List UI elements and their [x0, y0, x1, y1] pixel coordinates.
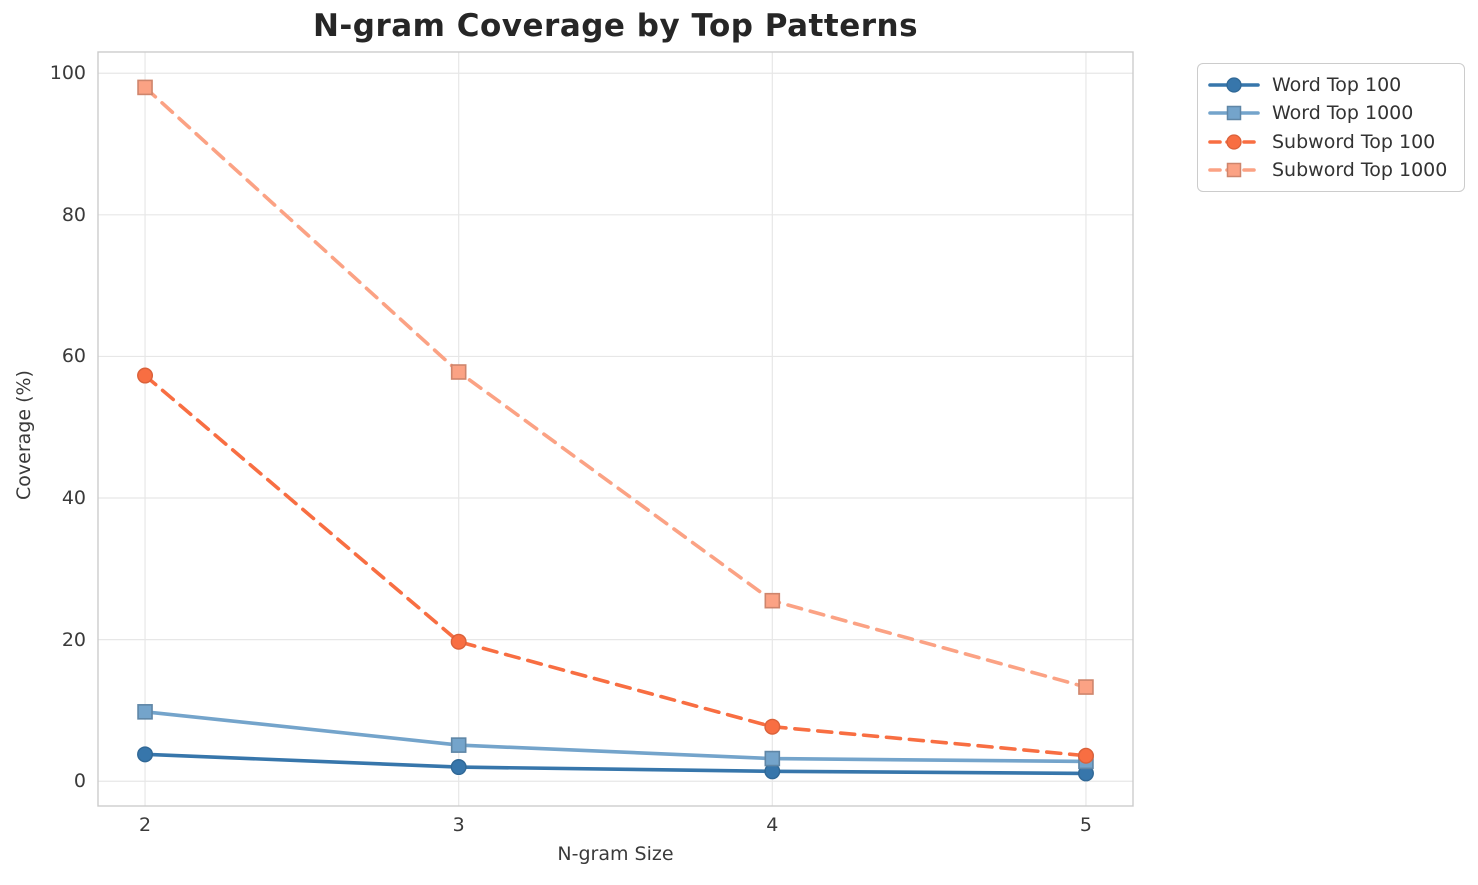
y-tick-label: 40 [61, 487, 86, 510]
x-tick-label: 4 [766, 814, 779, 836]
data-point-word-top-100 [137, 746, 154, 763]
series-line-subword-top-100 [143, 373, 1088, 758]
y-tick-label: 100 [49, 62, 86, 85]
data-point-subword-top-100 [137, 367, 154, 384]
legend-label: Subword Top 1000 [1272, 159, 1448, 182]
legend-marker-circle-icon [1208, 76, 1260, 93]
legend-item-subword-top-100: Subword Top 100 [1208, 128, 1454, 155]
y-tick-label: 60 [61, 345, 86, 368]
legend-item-subword-top-1000: Subword Top 1000 [1208, 157, 1454, 184]
x-tick-label: 3 [452, 814, 465, 836]
data-point-subword-top-1000 [450, 364, 467, 380]
y-tick-label: 0 [73, 770, 86, 793]
legend-label: Word Top 1000 [1272, 102, 1414, 125]
x-tick-label: 2 [138, 814, 152, 836]
data-point-word-top-1000 [450, 737, 467, 753]
legend-label: Subword Top 100 [1272, 130, 1436, 153]
x-axis-label: N-gram Size [557, 843, 674, 865]
series-line-word-top-1000 [143, 710, 1088, 764]
y-tick-label: 80 [61, 203, 86, 226]
legend: Word Top 100 Word Top 1000 Subword Top 100… [1197, 63, 1465, 192]
data-point-subword-top-100 [450, 633, 467, 650]
legend-label: Word Top 100 [1272, 73, 1402, 96]
data-point-subword-top-1000 [137, 79, 153, 96]
legend-item-word-top-1000: Word Top 1000 [1208, 100, 1454, 127]
series-line-word-top-100 [143, 752, 1088, 776]
series-line-subword-top-1000 [143, 85, 1088, 689]
data-point-subword-top-1000 [1078, 679, 1094, 695]
data-point-word-top-100 [450, 759, 467, 776]
data-point-subword-top-1000 [764, 592, 781, 609]
plot-border [97, 51, 1134, 807]
legend-marker-circle-icon [1208, 134, 1260, 150]
legend-marker-square-icon [1208, 105, 1260, 121]
data-point-subword-top-100 [1077, 747, 1094, 764]
data-point-word-top-1000 [764, 750, 781, 767]
legend-marker-square-icon [1208, 163, 1260, 178]
legend-item-word-top-100: Word Top 100 [1208, 71, 1454, 98]
data-point-word-top-1000 [137, 704, 153, 720]
x-tick-label: 5 [1079, 814, 1092, 836]
chart-title: N-gram Coverage by Top Patterns [312, 8, 919, 44]
y-axis-label: Coverage (%) [13, 370, 35, 500]
y-tick-label: 20 [61, 628, 86, 651]
data-point-subword-top-100 [764, 718, 781, 735]
